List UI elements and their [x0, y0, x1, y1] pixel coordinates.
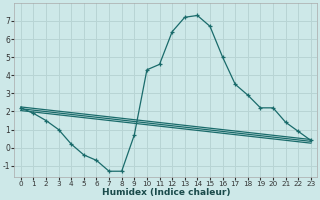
X-axis label: Humidex (Indice chaleur): Humidex (Indice chaleur): [101, 188, 230, 197]
